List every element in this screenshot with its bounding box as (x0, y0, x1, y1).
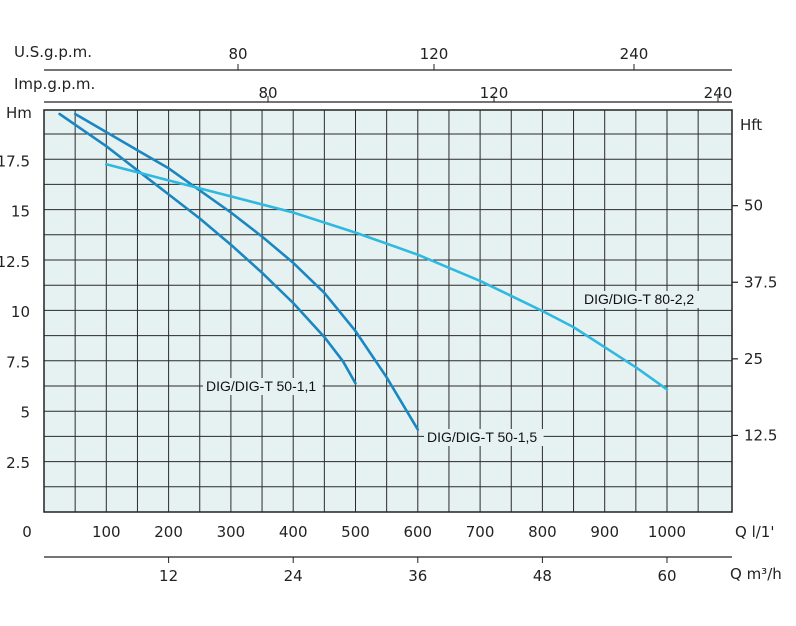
x-lpm-unit-label: Q l/1' (735, 523, 774, 541)
x-lpm-tick-label: 0 (22, 523, 32, 541)
m3h-tick-label: 36 (408, 567, 427, 585)
x-lpm-tick-label: 600 (403, 523, 432, 541)
bottom-axes: 0 100 200 300 400 500 600 700 800 900 1000 Q l/1' 12… (22, 523, 782, 585)
x-lpm-tick-label: 400 (279, 523, 308, 541)
imp-gpm-tick-label: 240 (704, 84, 733, 102)
label-dig-50-1-1: DIG/DIG-T 50-1,1 (206, 378, 316, 394)
x-m3h-unit-label: Q m³/h (730, 565, 782, 583)
imp-gpm-unit-label: Imp.g.p.m. (14, 75, 95, 93)
us-gpm-unit-label: U.S.g.p.m. (14, 43, 92, 61)
m3h-tick-label: 12 (159, 567, 178, 585)
x-lpm-tick-label: 1000 (648, 523, 686, 541)
m3h-tick-label: 48 (533, 567, 552, 585)
x-lpm-tick-label: 200 (154, 523, 183, 541)
y-left-tick-label: 7.5 (6, 353, 30, 371)
y-left-tick-label: 2.5 (6, 454, 30, 472)
m3h-tick-label: 60 (657, 567, 676, 585)
y-left-tick-label: 17.5 (0, 152, 30, 170)
y-right-tick-label: 12.5 (744, 426, 777, 444)
us-gpm-tick-label: 120 (420, 45, 449, 63)
label-dig-80-2-2: DIG/DIG-T 80-2,2 (584, 291, 694, 307)
x-lpm-tick-label: 900 (590, 523, 619, 541)
plot-frame (43, 109, 733, 513)
plot-area: 2.5 5 7.5 10 12.5 15 17.5 Hm 12.5 25 37.5 50 Hft DIG/… (0, 104, 777, 513)
y-right-unit-label: Hft (740, 116, 762, 134)
curve-dig-80-2-2 (105, 163, 669, 391)
y-left-tick-label: 10 (11, 303, 30, 321)
imp-gpm-tick-label: 80 (258, 84, 277, 102)
x-lpm-tick-label: 800 (528, 523, 557, 541)
y-left-unit-label: Hm (6, 104, 32, 122)
x-lpm-tick-label: 300 (217, 523, 246, 541)
curve-dig-50-1-5 (73, 112, 420, 431)
x-lpm-tick-label: 500 (341, 523, 370, 541)
x-lpm-tick-label: 100 (92, 523, 121, 541)
label-dig-50-1-5: DIG/DIG-T 50-1,5 (427, 429, 537, 445)
top-axes: U.S.g.p.m. Imp.g.p.m. 80 120 240 80 120 240 (14, 43, 733, 103)
plot-background (44, 110, 732, 512)
y-left-tick-label: 5 (20, 404, 30, 422)
imp-gpm-tick-label: 120 (480, 84, 509, 102)
y-left-tick-label: 15 (11, 203, 30, 221)
y-right-tick-label: 37.5 (744, 273, 777, 291)
us-gpm-tick-label: 80 (228, 45, 247, 63)
x-lpm-tick-label: 700 (466, 523, 495, 541)
us-gpm-tick-label: 240 (620, 45, 649, 63)
y-right-tick-label: 50 (744, 197, 763, 215)
label-dig-50-1-5-bg (424, 429, 544, 446)
y-right-tick-label: 25 (744, 350, 763, 368)
label-dig-50-1-1-bg (203, 378, 323, 395)
y-left-tick-label: 12.5 (0, 253, 30, 271)
m3h-tick-label: 24 (284, 567, 303, 585)
label-dig-80-2-2-bg (581, 291, 701, 308)
